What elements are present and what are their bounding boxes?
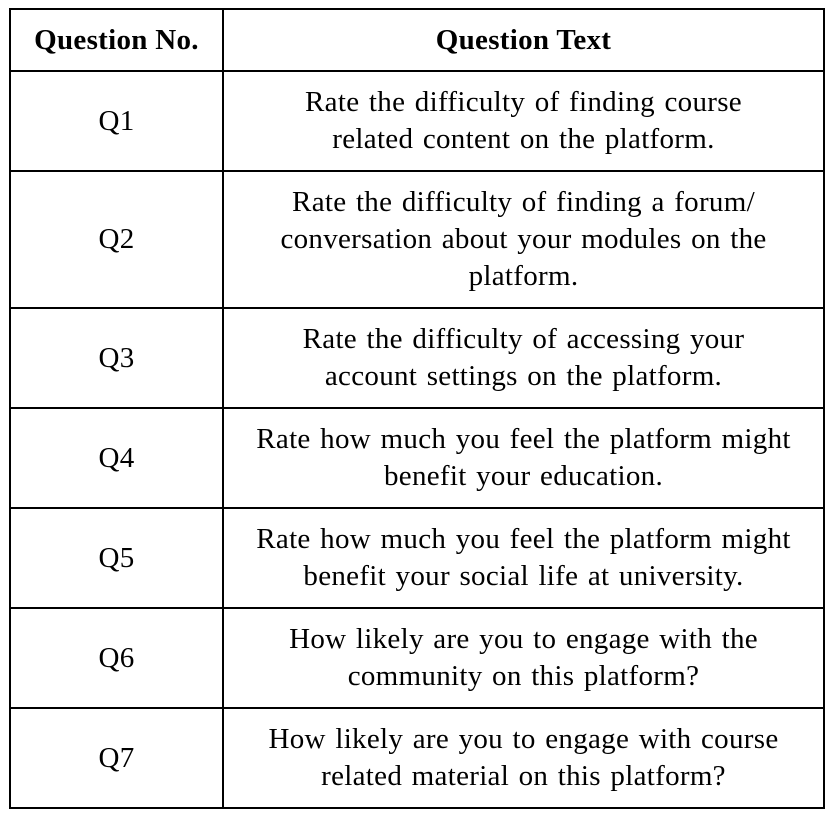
question-text: Rate the difficulty of finding a forum/ … [222, 170, 825, 309]
question-number: Q4 [9, 407, 224, 509]
question-number: Q3 [9, 307, 224, 409]
table-row: Q1 Rate the difficulty of finding course… [9, 70, 825, 172]
header-question-number: Question No. [9, 8, 224, 72]
header-row: Question No. Question Text [9, 8, 825, 72]
question-text: Rate how much you feel the platform migh… [222, 507, 825, 609]
questions-table: Question No. Question Text Q1 Rate the d… [9, 8, 825, 809]
table-row: Q5 Rate how much you feel the platform m… [9, 507, 825, 609]
question-number: Q5 [9, 507, 224, 609]
table-row: Q3 Rate the difficulty of accessing your… [9, 307, 825, 409]
question-text: Rate the difficulty of accessing your ac… [222, 307, 825, 409]
table-row: Q6 How likely are you to engage with the… [9, 607, 825, 709]
question-number: Q6 [9, 607, 224, 709]
question-number: Q7 [9, 707, 224, 809]
header-question-text: Question Text [222, 8, 825, 72]
question-number: Q1 [9, 70, 224, 172]
question-text: Rate how much you feel the platform migh… [222, 407, 825, 509]
question-number: Q2 [9, 170, 224, 309]
question-text: How likely are you to engage with course… [222, 707, 825, 809]
question-text: Rate the difficulty of finding course re… [222, 70, 825, 172]
table-row: Q4 Rate how much you feel the platform m… [9, 407, 825, 509]
table-row: Q7 How likely are you to engage with cou… [9, 707, 825, 809]
table-row: Q2 Rate the difficulty of finding a foru… [9, 170, 825, 309]
question-text: How likely are you to engage with the co… [222, 607, 825, 709]
